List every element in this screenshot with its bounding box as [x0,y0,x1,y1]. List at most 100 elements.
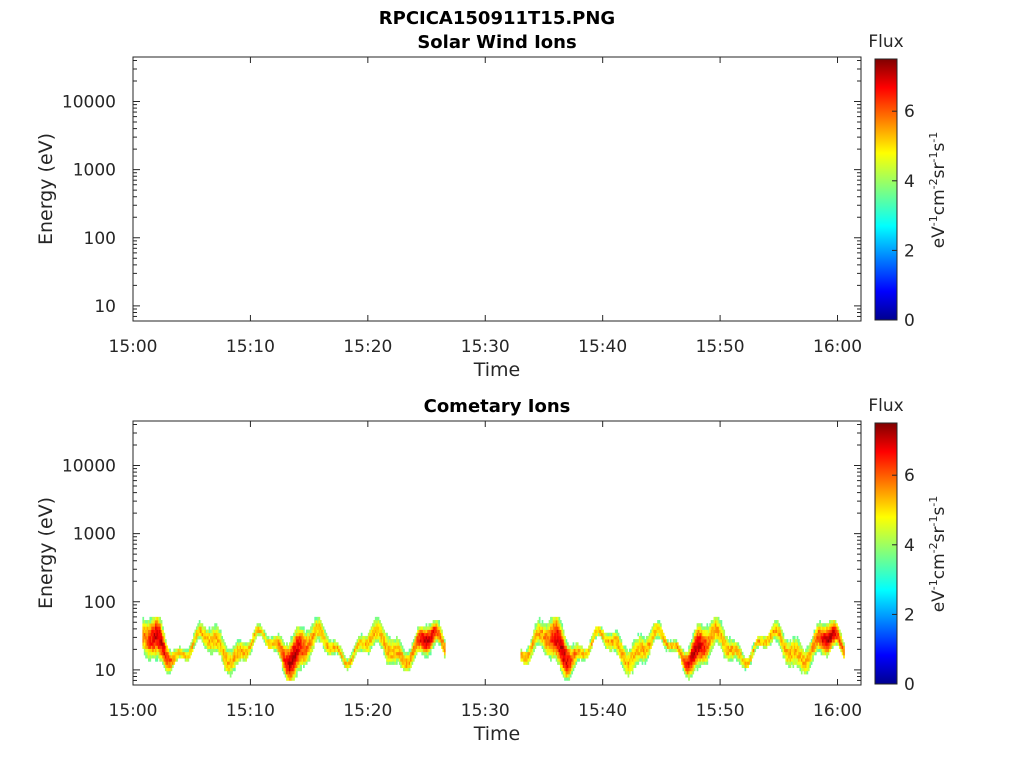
heatmap-cell [280,639,283,643]
heatmap-cell [212,629,215,634]
heatmap-cell [315,632,318,637]
plot-frame [132,420,862,686]
heatmap-cell [290,670,293,675]
heatmap-cell [225,664,228,669]
heatmap-cell [740,661,742,665]
heatmap-cell [710,626,713,630]
heatmap-cell [143,645,146,649]
heatmap-cell [610,648,613,653]
heatmap-cell [702,629,704,634]
heatmap-cell [617,648,620,653]
heatmap-cell [631,648,634,653]
heatmap-cell [831,642,834,646]
heatmap-cell [824,632,827,637]
heatmap-cell [195,626,198,630]
heatmap-cell [300,667,302,672]
heatmap-cell [836,635,838,640]
heatmap-cell [562,632,565,637]
heatmap-cell [786,645,789,649]
heatmap-cell [255,632,257,637]
heatmap-cell [349,658,352,662]
heatmap-cell [734,648,737,653]
heatmap-cell [164,661,167,665]
heatmap-cell [820,623,823,627]
heatmap-cell [544,639,547,643]
heatmap-cell [636,639,638,643]
heatmap-cell [217,632,219,637]
colorbar-title: Flux [868,32,903,52]
heatmap-cell [211,629,214,634]
heatmap-cell [616,632,619,637]
heatmap-cell [621,651,624,656]
heatmap-cell [619,655,621,659]
heatmap-cell [819,632,821,637]
heatmap-cell [291,648,294,653]
heatmap-cell [781,639,783,643]
heatmap-cell [585,655,588,659]
heatmap-cell [148,629,150,634]
heatmap-cell [434,642,436,646]
heatmap-cell [157,651,160,656]
heatmap-cell [153,655,156,659]
heatmap-cell [336,651,339,656]
heatmap-cell [754,648,757,653]
heatmap-cell [145,655,147,659]
heatmap-cell [149,639,152,643]
heatmap-cell [170,667,173,672]
heatmap-cell [817,645,820,649]
heatmap-cell [233,661,236,665]
heatmap-cell [200,632,202,637]
colorbar-tick-label: 0 [904,311,915,331]
heatmap-cell [638,658,641,662]
heatmap-cell [439,639,442,643]
heatmap-cell [695,635,697,640]
heatmap-cell [640,639,642,643]
heatmap-cell [387,658,390,662]
heatmap-cell [741,664,744,669]
heatmap-cell [429,642,432,646]
heatmap-cell [558,645,561,649]
heatmap-cell [829,635,831,640]
heatmap-cell [692,651,695,656]
heatmap-cell [280,642,283,646]
heatmap-cell [688,670,690,675]
heatmap-cell [534,626,537,630]
heatmap-cell [575,661,578,665]
heatmap-cell [303,645,305,649]
heatmap-cell [198,635,201,640]
heatmap-cell [229,658,232,662]
heatmap-cell [393,651,395,656]
heatmap-cell [376,616,378,621]
heatmap-cell [644,658,647,662]
heatmap-cell [569,658,572,662]
heatmap-cell [156,658,159,662]
heatmap-cell [283,664,286,669]
heatmap-cell [295,648,298,653]
heatmap-cell [614,632,617,637]
heatmap-cell [183,655,185,659]
heatmap-cell [372,642,374,646]
heatmap-cell [716,626,719,630]
heatmap-cell [163,648,166,653]
heatmap-cell [253,629,256,634]
heatmap-cell [568,658,571,662]
heatmap-cell [312,639,315,643]
heatmap-cell [709,629,711,634]
heatmap-cell [273,635,276,640]
heatmap-cell [383,632,386,637]
heatmap-cell [526,658,528,662]
heatmap-cell [841,648,844,653]
heatmap-cell [381,632,384,637]
heatmap-cell [789,645,792,649]
heatmap-cell [550,648,552,653]
heatmap-cell [145,642,147,646]
heatmap-cell [301,661,304,665]
heatmap-cell [805,658,807,662]
heatmap-cell [284,645,287,649]
heatmap-cell [267,635,270,640]
heatmap-cell [527,661,530,665]
heatmap-cell [370,632,373,637]
heatmap-cell [436,632,439,637]
heatmap-cell [177,648,180,653]
heatmap-cell [191,648,194,653]
